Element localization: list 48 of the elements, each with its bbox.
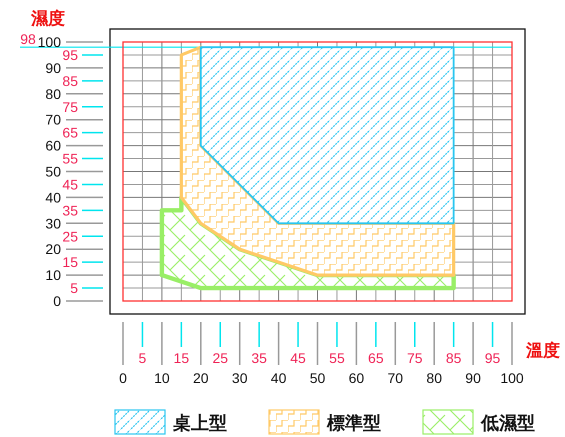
y-tick-label: 20 — [45, 241, 62, 258]
legend-label: 標準型 — [326, 413, 381, 433]
y-tick-label: 10 — [45, 267, 62, 284]
x-tick-label: 100 — [500, 370, 524, 386]
legend-label: 低濕型 — [480, 413, 535, 433]
x-tick-label: 10 — [154, 370, 170, 386]
x-tick-label: 80 — [426, 370, 442, 386]
x-tick-label: 20 — [193, 370, 209, 386]
y-tick-label: 80 — [45, 86, 62, 102]
y2-tick-label: 45 — [62, 176, 78, 192]
y-tick-label: 50 — [45, 164, 62, 180]
x-tick-label: 0 — [119, 370, 128, 386]
y2-tick-label: 65 — [62, 124, 78, 141]
x2-tick-label: 95 — [484, 350, 501, 366]
y2-tick-label: 75 — [62, 98, 78, 115]
x-tick-label: 50 — [310, 370, 326, 386]
y-tick-label: 40 — [45, 189, 62, 206]
x-tick-label: 70 — [388, 370, 404, 386]
x2-tick-label: 65 — [368, 350, 384, 366]
ref-line-label: 98 — [20, 31, 36, 48]
x2-tick-label: 15 — [174, 350, 190, 366]
y-tick-label: 60 — [45, 138, 62, 154]
x2-tick-label: 55 — [329, 350, 345, 366]
y2-tick-label: 35 — [62, 202, 78, 218]
y-tick-label: 90 — [45, 60, 62, 76]
y2-tick-label: 95 — [62, 46, 78, 63]
y-tick-label: 70 — [45, 112, 62, 128]
x-tick-label: 30 — [232, 370, 248, 386]
y-tick-label: 0 — [53, 293, 62, 309]
x2-tick-label: 45 — [290, 350, 306, 366]
x2-tick-label: 25 — [212, 350, 228, 366]
y2-tick-label: 25 — [62, 228, 78, 244]
x2-tick-label: 75 — [406, 350, 423, 366]
y2-tick-label: 85 — [62, 72, 78, 89]
y2-tick-label: 55 — [62, 150, 78, 167]
x-tick-label: 40 — [270, 370, 287, 386]
y2-tick-label: 15 — [62, 254, 78, 270]
x2-tick-label: 85 — [446, 350, 462, 366]
y-tick-label: 30 — [45, 215, 62, 232]
x-axis-title: 溫度 — [525, 341, 560, 360]
x-tick-label: 60 — [348, 370, 364, 386]
y2-tick-label: 5 — [70, 280, 78, 296]
legend-label: 桌上型 — [172, 413, 227, 433]
x-tick-label: 90 — [465, 370, 482, 386]
y-axis-title: 濕度 — [30, 9, 65, 28]
y-tick-label: 100 — [38, 34, 62, 50]
x2-tick-label: 35 — [251, 350, 268, 366]
x2-tick-label: 5 — [138, 350, 147, 366]
